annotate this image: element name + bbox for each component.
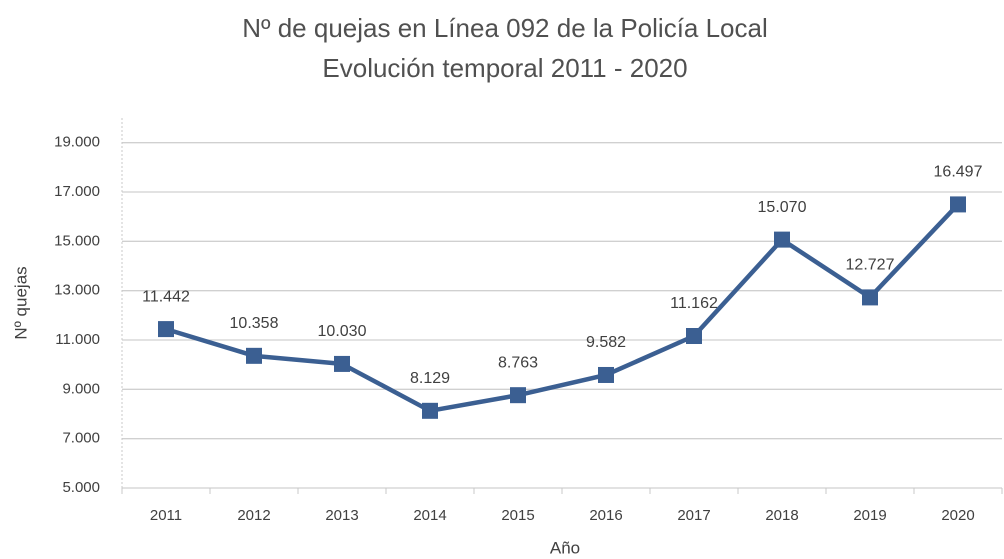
- y-tick-label: 17.000: [54, 183, 100, 200]
- data-label: 10.358: [230, 315, 279, 332]
- y-tick-label: 5.000: [62, 479, 100, 496]
- x-tick-label: 2020: [941, 507, 974, 524]
- x-tick-label: 2019: [853, 507, 886, 524]
- x-tick-label: 2015: [501, 507, 534, 524]
- marker: [862, 289, 878, 306]
- marker: [774, 231, 790, 248]
- marker: [246, 347, 262, 364]
- x-tick-label: 2013: [325, 507, 358, 524]
- marker: [950, 196, 966, 213]
- x-tick-label: 2018: [765, 507, 798, 524]
- data-label: 8.129: [410, 370, 450, 387]
- x-tick-label: 2014: [413, 507, 446, 524]
- data-label: 8.763: [498, 354, 538, 371]
- x-tick-label: 2011: [150, 507, 182, 524]
- y-tick-label: 11.000: [55, 331, 100, 348]
- x-tick-label: 2012: [237, 507, 270, 524]
- x-axis-label: Año: [550, 538, 580, 557]
- data-label: 11.162: [670, 295, 718, 312]
- marker: [334, 355, 350, 372]
- chart-title: Nº de quejas en Línea 092 de la Policía …: [242, 13, 768, 43]
- y-axis-label: Nº quejas: [11, 266, 30, 339]
- data-label: 11.442: [142, 288, 190, 305]
- marker: [686, 328, 702, 345]
- y-tick-label: 13.000: [54, 282, 100, 299]
- series-line: [165, 202, 960, 414]
- x-tick-label: 2017: [677, 507, 710, 524]
- marker: [598, 366, 614, 383]
- y-tick-label: 15.000: [54, 232, 100, 249]
- chart-subtitle: Evolución temporal 2011 - 2020: [322, 53, 687, 83]
- marker: [158, 321, 174, 338]
- marker: [422, 402, 438, 419]
- marker: [510, 387, 526, 404]
- data-label: 16.497: [934, 164, 983, 181]
- data-label: 9.582: [586, 334, 626, 351]
- y-tick-label: 7.000: [62, 430, 100, 447]
- data-label: 15.070: [758, 199, 807, 216]
- y-tick-label: 9.000: [62, 380, 100, 397]
- data-label: 12.727: [846, 257, 895, 274]
- y-tick-label: 19.000: [54, 134, 100, 151]
- data-label: 10.030: [318, 323, 367, 340]
- x-tick-label: 2016: [589, 507, 622, 524]
